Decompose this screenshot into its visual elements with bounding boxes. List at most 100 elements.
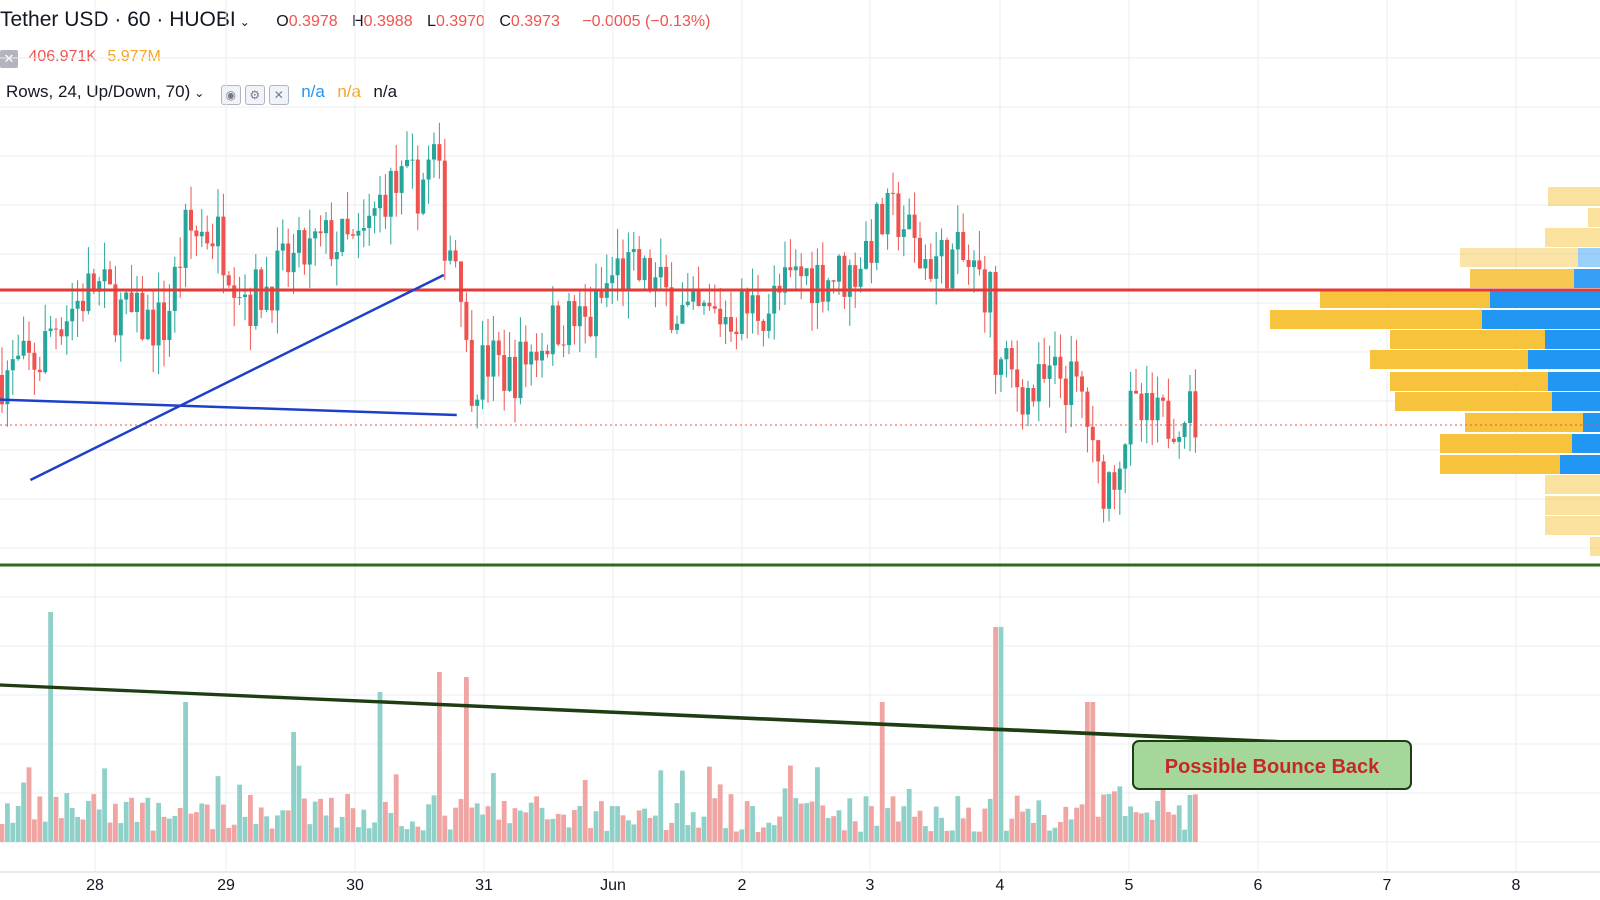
candle — [918, 221, 922, 269]
candle — [594, 263, 598, 358]
volume-bar — [609, 806, 615, 842]
volume-bar — [194, 812, 199, 842]
candle — [664, 254, 669, 307]
volume-bar — [928, 831, 934, 842]
chevron-down-icon[interactable]: ⌄ — [194, 86, 205, 100]
volume-bar — [528, 802, 534, 842]
volume-bar — [696, 827, 701, 842]
volume-bar — [102, 768, 107, 842]
candle-body — [864, 240, 868, 269]
vp-row-down — [1545, 516, 1600, 535]
annotation-callout[interactable]: Possible Bounce Back — [0, 565, 1412, 790]
candle-body — [880, 203, 885, 235]
candle — [1150, 372, 1155, 446]
volume-bar — [815, 767, 820, 842]
candle-body — [459, 261, 463, 302]
chevron-down-icon[interactable]: ⌄ — [239, 15, 250, 29]
candle-body — [248, 294, 253, 326]
candle-body — [696, 290, 701, 307]
volume-bar — [32, 819, 37, 842]
volume-bar — [172, 815, 178, 842]
volume-bar — [663, 829, 669, 842]
candle-body — [124, 292, 129, 300]
candle-body — [1166, 400, 1171, 439]
indicator-label[interactable]: Rows, 24, Up/Down, 70) — [6, 82, 191, 101]
volume-bar — [1128, 806, 1133, 842]
vp-row-up — [1572, 434, 1600, 453]
candle — [621, 239, 625, 307]
volume-bar — [1085, 702, 1090, 842]
candle-body — [226, 275, 231, 286]
volume-bar — [1074, 807, 1079, 842]
candle-body — [772, 285, 777, 314]
candle — [280, 219, 285, 271]
candle-body — [945, 239, 949, 289]
candle — [534, 333, 539, 378]
candle-body — [567, 301, 571, 346]
volume-bar — [923, 826, 928, 842]
volume-bar — [496, 819, 502, 842]
candle — [799, 253, 804, 300]
volume-bar — [296, 765, 302, 842]
trendlines[interactable] — [0, 170, 457, 600]
candle-body — [324, 220, 328, 234]
volume-bar — [977, 831, 982, 842]
volume-bar — [858, 831, 863, 842]
candle-body — [637, 249, 642, 281]
volume-bar — [1193, 794, 1198, 842]
volume-bar — [771, 825, 777, 842]
candle — [37, 356, 42, 382]
volume-bar — [804, 803, 809, 842]
candle-body — [1188, 391, 1192, 423]
candle — [988, 270, 993, 338]
candle — [896, 181, 901, 251]
volume-bar — [258, 807, 264, 842]
candle-body — [1015, 369, 1020, 388]
symbol-title[interactable]: Tether USD · 60 · HUOBI — [0, 8, 236, 31]
candle-body — [0, 375, 4, 405]
candle-body — [756, 295, 760, 321]
candle-body — [32, 352, 37, 370]
volume-bar — [1068, 819, 1074, 842]
candle — [48, 315, 53, 337]
volume-bar — [64, 793, 70, 842]
volume-bar — [782, 788, 788, 842]
volume-bar — [1187, 794, 1193, 842]
vp-row-up — [1528, 350, 1600, 369]
volume-bar — [464, 677, 469, 842]
low-label: L — [427, 13, 436, 30]
candle-body — [1047, 365, 1052, 379]
candle — [853, 252, 858, 308]
volume-bar — [323, 815, 329, 842]
volume-bar — [690, 812, 696, 842]
candle-body — [1193, 391, 1198, 438]
candle — [1090, 405, 1095, 463]
low-value: 0.3970 — [435, 13, 485, 30]
candle — [847, 259, 852, 326]
candle-body — [10, 359, 15, 371]
candle — [540, 332, 544, 378]
volume-bar — [701, 816, 707, 842]
candle-body — [972, 260, 976, 268]
candle — [286, 228, 291, 287]
vp-row-down — [1320, 289, 1490, 308]
close-icon[interactable]: ✕ — [268, 85, 289, 105]
candle-body — [858, 268, 863, 287]
gear-icon[interactable]: ⚙ — [244, 85, 265, 105]
volume-bar — [1036, 800, 1042, 842]
callout-box — [1132, 740, 1412, 790]
volume-bar — [248, 794, 253, 842]
volume-bar — [906, 788, 912, 842]
candle — [432, 132, 436, 178]
candle-body — [540, 350, 544, 361]
volume-bar — [302, 798, 307, 842]
candle-body — [480, 345, 485, 400]
candle-body — [761, 320, 766, 331]
candle — [426, 145, 431, 204]
candle — [1053, 331, 1057, 385]
candle — [108, 261, 112, 285]
candle-body — [421, 179, 426, 214]
candle — [761, 319, 766, 347]
volume-bar — [582, 779, 588, 842]
